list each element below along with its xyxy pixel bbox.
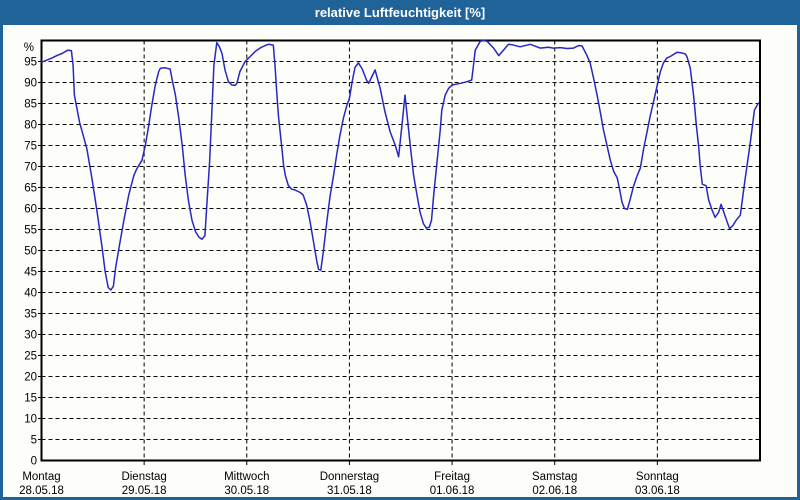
y-tick-label: 25 xyxy=(24,351,37,363)
y-tick-label: 0 xyxy=(31,456,37,468)
y-tick-label: 80 xyxy=(24,120,37,132)
x-day-label: Montag xyxy=(22,471,60,483)
y-tick-label: 95 xyxy=(24,57,37,69)
x-date-label: 29.05.18 xyxy=(122,485,167,497)
y-tick-label: 60 xyxy=(24,204,37,216)
humidity-line xyxy=(40,39,760,291)
x-date-label: 30.05.18 xyxy=(224,485,269,497)
y-tick-label: 45 xyxy=(24,267,37,279)
y-tick-label: 30 xyxy=(24,330,37,342)
y-tick-label: 20 xyxy=(24,372,37,384)
x-day-label: Sonntag xyxy=(636,471,679,483)
x-date-label: 01.06.18 xyxy=(430,485,475,497)
x-day-label: Dienstag xyxy=(121,471,166,483)
y-tick-label: 55 xyxy=(24,225,37,237)
chart-area: 0 5 10 15 20 25 30 35 40 45 50 55 60 65 70 75 80 85 90 95% M… xyxy=(3,25,797,497)
x-day-label: Mittwoch xyxy=(224,471,269,483)
window-titlebar: relative Luftfeuchtigkeit [%] xyxy=(0,0,800,25)
y-tick-label: 40 xyxy=(24,288,37,300)
x-date-label: 28.05.18 xyxy=(19,485,64,497)
x-day-label: Donnerstag xyxy=(320,471,379,483)
x-date-label: 31.05.18 xyxy=(327,485,372,497)
y-tick-label: 70 xyxy=(24,162,37,174)
plot-border xyxy=(40,39,761,462)
y-tick-label: 5 xyxy=(31,435,37,447)
y-tick-label: 15 xyxy=(24,393,37,405)
chart-title: relative Luftfeuchtigkeit [%] xyxy=(314,5,486,20)
y-tick-label: 65 xyxy=(24,183,37,195)
y-tick-label: 10 xyxy=(24,414,37,426)
x-date-label: 02.06.18 xyxy=(532,485,577,497)
y-tick-label: 35 xyxy=(24,309,37,321)
x-date-label: 03.06.18 xyxy=(635,485,680,497)
y-tick-label: 85 xyxy=(24,99,37,111)
x-day-label: Freitag xyxy=(434,471,470,483)
y-tick-label: 50 xyxy=(24,246,37,258)
y-axis-unit-label: % xyxy=(24,42,34,54)
x-day-label: Samstag xyxy=(532,471,577,483)
humidity-line-chart: 0 5 10 15 20 25 30 35 40 45 50 55 60 65 70 75 80 85 90 95% M… xyxy=(19,39,761,497)
y-tick-label: 75 xyxy=(24,141,37,153)
y-tick-label: 90 xyxy=(24,78,37,90)
